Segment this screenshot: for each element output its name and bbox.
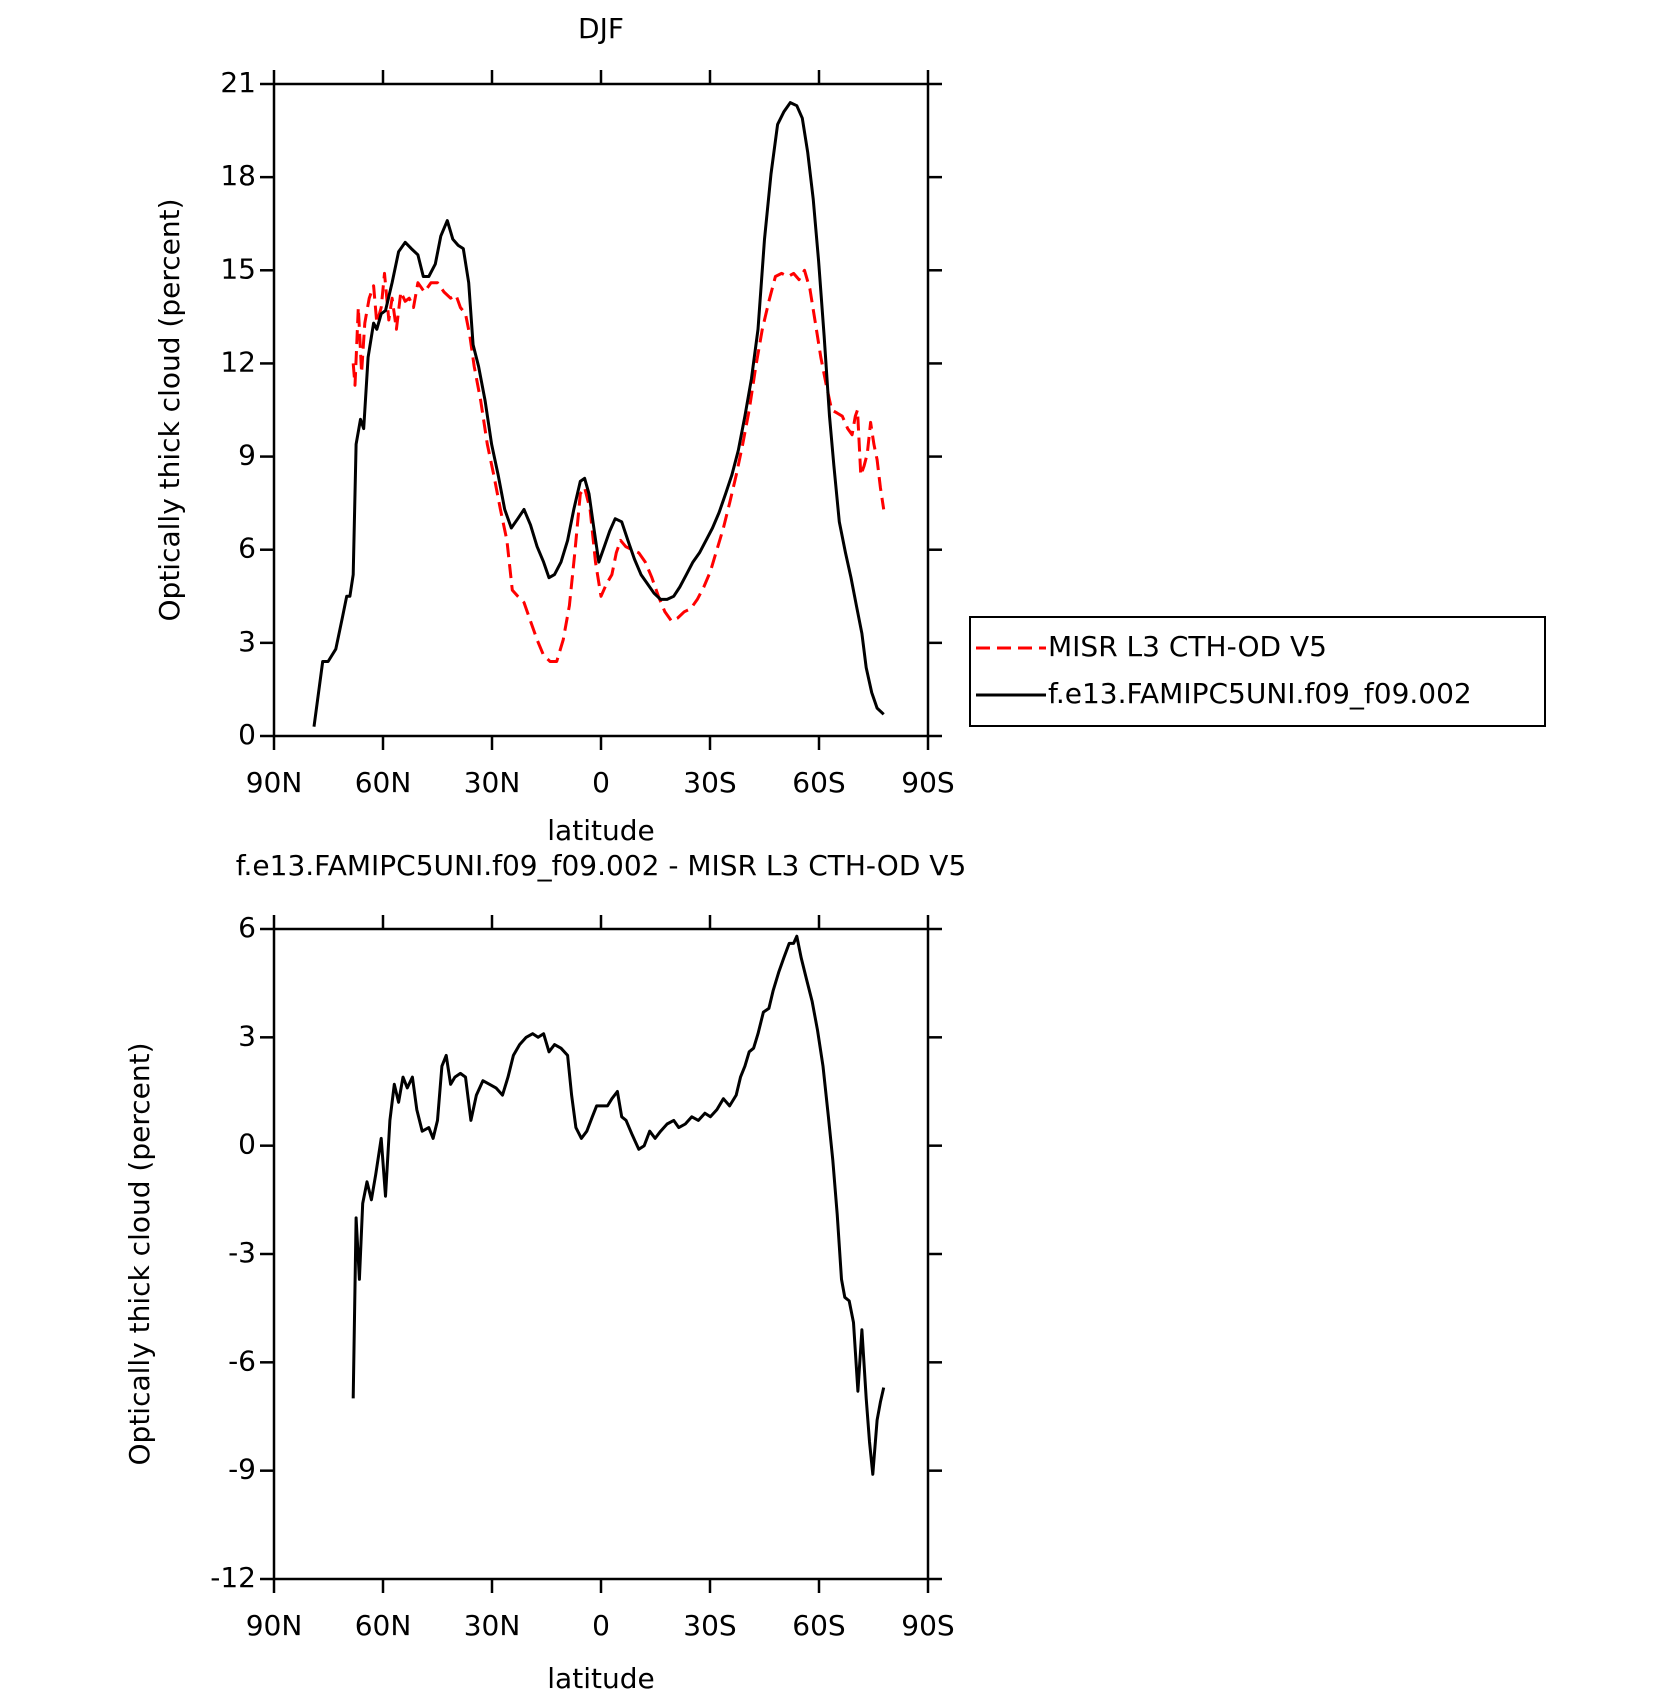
x-tick-label: 90N [246,766,303,799]
chart-title: f.e13.FAMIPC5UNI.f09_f09.002 - MISR L3 C… [236,849,967,882]
x-tick-label: 30N [464,766,521,799]
y-tick-label: 0 [238,1128,256,1161]
y-tick-label: 21 [220,66,256,99]
data-line [312,101,885,727]
x-tick-label: 0 [592,1609,610,1642]
x-axis-label: latitude [547,814,654,847]
x-tick-label: 30S [683,766,736,799]
x-axis-label: latitude [547,1662,654,1695]
y-tick-label: -12 [210,1561,256,1594]
legend-box [969,616,1546,727]
y-tick-label: 3 [238,1019,256,1052]
x-tick-label: 90N [246,1609,303,1642]
x-tick-label: 30S [683,1609,736,1642]
plot-frame [272,927,930,1581]
data-line [351,268,886,663]
y-axis-label: Optically thick cloud (percent) [123,1043,156,1466]
y-tick-label: -9 [228,1453,256,1486]
x-tick-label: 60S [792,766,845,799]
x-tick-label: 90S [901,1609,954,1642]
x-tick-label: 60S [792,1609,845,1642]
y-tick-label: 6 [238,532,256,565]
y-tick-label: 0 [238,718,256,751]
y-tick-label: 9 [238,439,256,472]
y-tick-label: 18 [220,159,256,192]
plot-frame [272,82,930,738]
x-tick-label: 90S [901,766,954,799]
chart-title: DJF [578,12,624,45]
legend-label: MISR L3 CTH-OD V5 [1048,630,1327,663]
y-tick-label: 12 [220,345,256,378]
data-line [351,934,886,1476]
y-tick-label: 3 [238,625,256,658]
y-tick-label: 15 [220,252,256,285]
y-tick-label: -6 [228,1344,256,1377]
x-tick-label: 60N [355,766,412,799]
x-tick-label: 0 [592,766,610,799]
legend-label: f.e13.FAMIPC5UNI.f09_f09.002 [1048,677,1472,710]
y-axis-label: Optically thick cloud (percent) [153,199,186,622]
y-tick-label: -3 [228,1236,256,1269]
x-tick-label: 60N [355,1609,412,1642]
x-tick-label: 30N [464,1609,521,1642]
y-tick-label: 6 [238,911,256,944]
